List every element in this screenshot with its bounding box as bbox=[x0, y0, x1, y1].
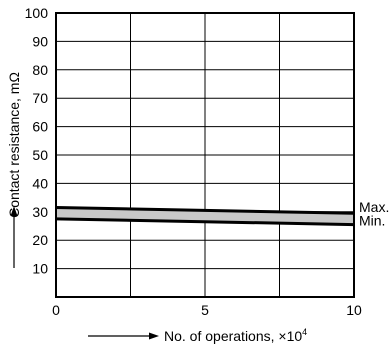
y-tick-label: 30 bbox=[32, 204, 48, 220]
x-axis-label-text: No. of operations, ×10 bbox=[164, 328, 302, 344]
x-tick-label: 0 bbox=[52, 302, 60, 318]
range-band-fill bbox=[56, 207, 354, 225]
x-axis-label: No. of operations, ×104 bbox=[164, 327, 307, 344]
x-axis-label-exponent: 4 bbox=[302, 327, 307, 337]
y-tick-label: 10 bbox=[32, 261, 48, 277]
x-axis-label-group: No. of operations, ×104 bbox=[88, 327, 307, 344]
y-tick-labels: 10 20 30 40 50 60 70 80 90 100 bbox=[25, 5, 49, 277]
series-line-max bbox=[55, 206, 355, 215]
y-tick-label: 80 bbox=[32, 62, 48, 78]
y-axis-arrow-head bbox=[10, 206, 18, 216]
x-tick-labels: 0 5 10 bbox=[52, 302, 362, 318]
y-axis-label-group: Contact resistance, mΩ bbox=[6, 72, 22, 268]
series-label-max: Max. bbox=[359, 199, 389, 215]
y-tick-label: 50 bbox=[32, 147, 48, 163]
series-line-min bbox=[55, 217, 355, 227]
y-tick-label: 40 bbox=[32, 175, 48, 191]
x-axis-arrow-head bbox=[149, 332, 159, 340]
grid bbox=[56, 13, 354, 297]
y-tick-label: 20 bbox=[32, 232, 48, 248]
y-axis-label: Contact resistance, mΩ bbox=[6, 72, 22, 218]
range-band bbox=[56, 207, 354, 225]
x-tick-label: 5 bbox=[201, 302, 209, 318]
y-tick-label: 60 bbox=[32, 119, 48, 135]
series-lines bbox=[55, 206, 355, 227]
plot-frame bbox=[55, 12, 355, 298]
y-tick-label: 90 bbox=[32, 33, 48, 49]
y-tick-label: 70 bbox=[32, 90, 48, 106]
series-labels: Max.Min. bbox=[359, 199, 389, 228]
x-tick-label: 10 bbox=[346, 302, 362, 318]
y-tick-label: 100 bbox=[25, 5, 49, 21]
series-label-min: Min. bbox=[359, 213, 385, 229]
